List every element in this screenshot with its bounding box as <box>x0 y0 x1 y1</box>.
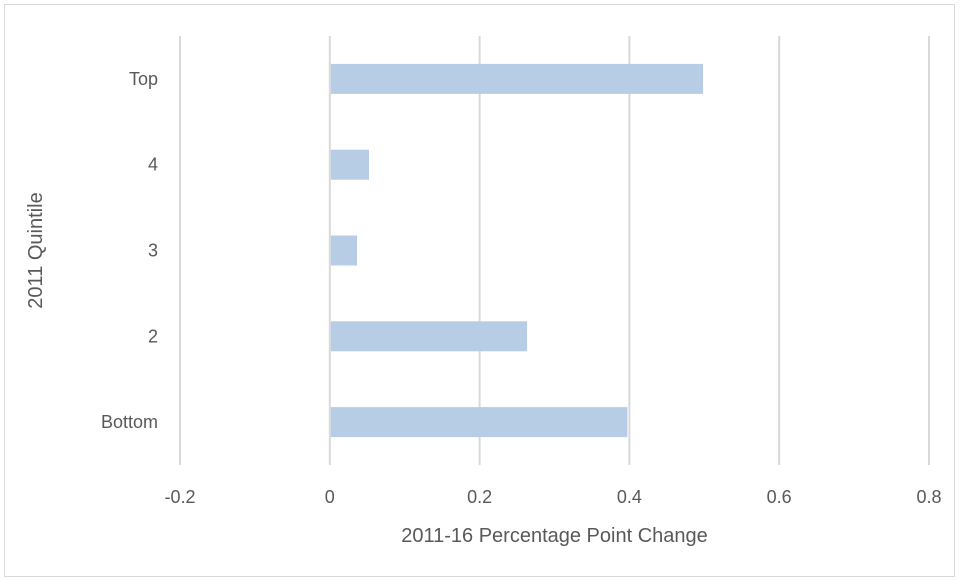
x-tick-label: 0.6 <box>767 487 792 507</box>
x-tick-label: 0.8 <box>916 487 941 507</box>
category-label: 3 <box>148 241 158 261</box>
x-tick-label: 0.4 <box>617 487 642 507</box>
category-labels: Top 4 3 2 Bottom <box>101 69 158 432</box>
bar <box>330 235 358 266</box>
category-label: 4 <box>148 155 158 175</box>
x-tick-label: 0.2 <box>467 487 492 507</box>
x-tick-labels: -0.2 0 0.2 0.4 0.6 0.8 <box>164 487 941 507</box>
bar <box>330 149 369 180</box>
category-label: Top <box>129 69 158 89</box>
x-tick-label: -0.2 <box>164 487 195 507</box>
bar <box>330 407 628 438</box>
bar <box>330 63 704 94</box>
category-label: Bottom <box>101 412 158 432</box>
gridlines <box>179 36 930 465</box>
x-tick-label: 0 <box>325 487 335 507</box>
y-axis-title: 2011 Quintile <box>25 192 47 308</box>
x-axis-title: 2011-16 Percentage Point Change <box>401 525 708 547</box>
bars <box>330 63 704 438</box>
category-label: 2 <box>148 326 158 346</box>
bar <box>330 321 528 352</box>
